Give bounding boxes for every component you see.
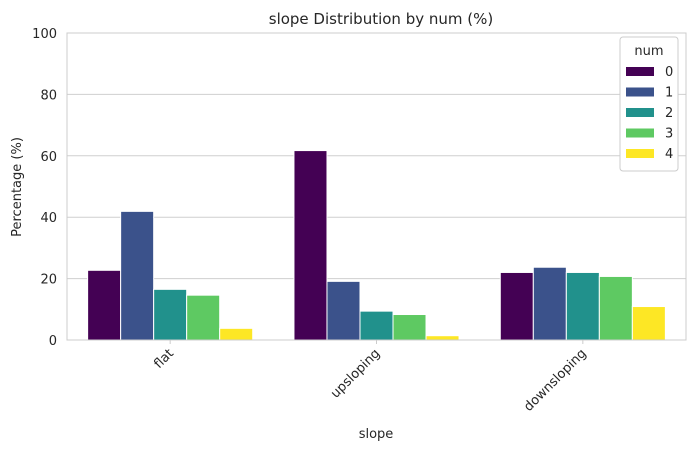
legend-swatch [626,108,654,117]
bars [87,150,666,341]
x-tick-label: flat [151,346,177,372]
x-tick-labels: flat upsloping downsloping [151,346,589,414]
bar-upsloping-num-4 [425,335,460,341]
legend-swatch [626,128,654,138]
legend-label: 4 [665,147,673,162]
x-tick-label: downsloping [521,346,589,414]
bar-flat-num-3 [186,294,221,341]
legend-label: 2 [665,106,673,121]
x-tick-label: upsloping [328,346,383,401]
y-axis-label: Percentage (%) [10,137,25,237]
y-tick-label: 40 [40,211,57,226]
bar-downsloping-num-4 [631,306,666,341]
legend-swatch [626,67,654,76]
legend-label: 1 [665,86,673,101]
y-tick-labels: 0 20 40 60 80 100 [32,27,57,349]
bar-flat-num-0 [87,269,122,341]
chart-title: slope Distribution by num (%) [269,10,493,28]
y-tick-label: 100 [32,27,57,42]
y-tick-label: 0 [49,334,57,349]
bar-downsloping-num-2 [565,271,600,341]
y-tick-label: 80 [40,88,57,103]
legend: num 0 1 2 3 4 [619,36,679,172]
legend-swatch [626,149,654,158]
y-tick-label: 60 [40,150,57,165]
legend-swatch [626,87,654,97]
x-axis-label: slope [359,427,394,442]
bar-flat-num-1 [120,210,155,341]
bar-downsloping-num-1 [532,266,567,341]
axes [66,32,687,344]
y-tick-label: 20 [40,273,57,288]
legend-label: 3 [665,127,673,142]
bar-upsloping-num-2 [359,310,394,341]
bar-upsloping-num-3 [392,314,427,341]
bar-flat-num-2 [153,288,188,341]
legend-items: 0 1 2 3 4 [626,65,673,162]
bar-downsloping-num-3 [598,275,633,341]
bar-upsloping-num-0 [293,150,328,341]
bar-downsloping-num-0 [499,271,534,341]
legend-label: 0 [665,65,673,80]
bar-upsloping-num-1 [326,280,361,341]
legend-title: num [634,44,663,59]
bar-flat-num-4 [219,327,254,341]
